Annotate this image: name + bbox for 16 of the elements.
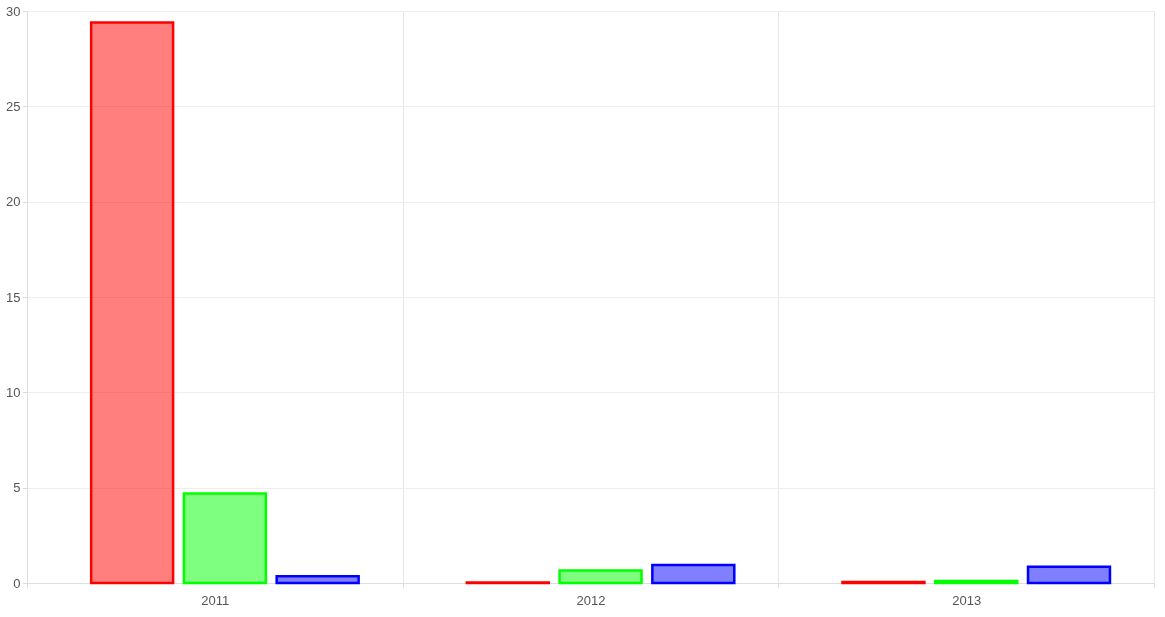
x-tick-label: 2013 [952, 592, 982, 608]
y-tick-label: 0 [13, 575, 21, 591]
y-tick-label: 30 [6, 3, 21, 19]
bar [182, 492, 268, 585]
bar [1026, 565, 1112, 585]
y-tick-label: 10 [6, 384, 21, 400]
bar [558, 569, 643, 585]
y-tick-label: 5 [13, 480, 21, 496]
y-tick-label: 15 [6, 289, 21, 305]
y-tick-label: 25 [6, 98, 21, 114]
x-tick-label: 2012 [576, 592, 606, 608]
bar [89, 21, 175, 585]
y-tick-label: 20 [6, 194, 21, 210]
bar [275, 575, 360, 585]
bar [651, 563, 736, 585]
x-tick-label: 2011 [201, 592, 230, 608]
